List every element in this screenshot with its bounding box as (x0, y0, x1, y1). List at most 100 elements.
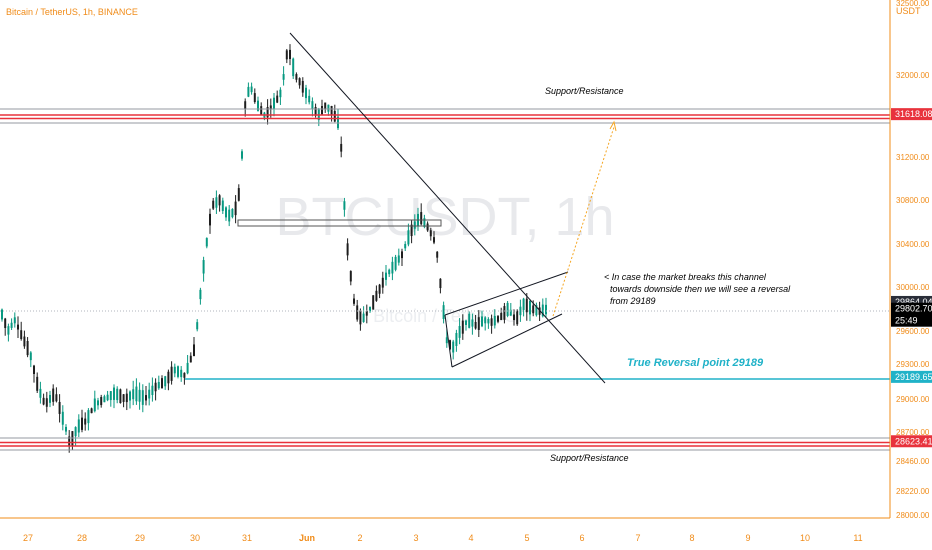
candle-body (77, 419, 80, 433)
candle-body (369, 306, 371, 312)
candle-body (71, 431, 74, 447)
candle-body (148, 389, 151, 399)
candle-body (266, 107, 269, 118)
time-tick-label: 6 (579, 533, 584, 543)
high-tag-value: 29864.04 (895, 297, 932, 307)
candle-body (388, 269, 391, 275)
candle-body (337, 116, 339, 129)
candle-body (17, 324, 19, 330)
price-tick-label: 28700.00 (896, 428, 930, 437)
candle-body (433, 237, 435, 243)
candle-body (292, 58, 295, 77)
candle-body (365, 311, 368, 316)
price-tick-label: 32000.00 (896, 71, 930, 80)
candle-body (145, 395, 147, 401)
candle-body (525, 298, 528, 313)
support-tag-value: 28623.41 (895, 436, 932, 446)
candle-body (333, 110, 336, 122)
candle-body (1, 309, 3, 320)
candle-body (340, 143, 343, 152)
candle-body (481, 316, 483, 327)
candle-body (349, 271, 352, 282)
candle-body (129, 391, 131, 401)
candle-body (324, 102, 327, 110)
candle-body (65, 426, 67, 432)
candle-body (45, 398, 48, 407)
price-tick-label: 30800.00 (896, 196, 930, 205)
candle-body (279, 89, 282, 98)
candle-body (468, 313, 471, 328)
candle-body (346, 243, 349, 256)
candle-body (218, 195, 221, 206)
candle-body (93, 398, 96, 412)
plot-area[interactable] (0, 0, 890, 518)
candle-body (58, 401, 61, 414)
analysis-note: < In case the market breaks this channel… (604, 272, 791, 306)
time-tick-label: 30 (190, 533, 200, 543)
time-tick-label: 3 (413, 533, 418, 543)
support-tag: 28623.41 (891, 435, 932, 448)
candle-body (244, 101, 247, 109)
candle-body (314, 107, 317, 116)
resistance-zone (0, 108, 890, 124)
candle-body (237, 188, 240, 201)
candle-body (305, 87, 307, 99)
time-tick-label: 10 (800, 533, 810, 543)
candle-body (298, 78, 301, 86)
candle-body (497, 316, 499, 322)
candle-body (426, 223, 429, 231)
note-line-1: < In case the market breaks this channel (604, 272, 767, 282)
candle-body (353, 298, 355, 304)
support-resistance-label-bottom: Support/Resistance (550, 453, 629, 463)
candle-body (7, 326, 10, 335)
candle-body (541, 304, 544, 317)
candle-body (141, 390, 144, 405)
candle-body (125, 393, 128, 403)
candle-body (196, 322, 199, 330)
candle-body (122, 394, 125, 402)
candle-body (193, 344, 195, 357)
symbol-header[interactable]: Bitcain / TetherUS, 1h, BINANCE (6, 7, 138, 17)
candle-body (87, 410, 90, 424)
candle-body (49, 394, 51, 403)
candle-body (100, 397, 103, 406)
projection-line (552, 126, 615, 317)
candle-body (167, 371, 170, 384)
time-tick-label: 8 (689, 533, 694, 543)
candle-body (385, 272, 387, 280)
candle-body (84, 418, 87, 425)
time-tick-label: 7 (635, 533, 640, 543)
candle-body (484, 317, 487, 324)
candle-body (257, 100, 259, 111)
candle-body (372, 295, 375, 310)
candle-body (61, 411, 64, 425)
time-axis[interactable]: 27 28 29 30 31 Jun 2 3 4 5 6 7 8 9 10 11 (23, 533, 863, 543)
price-tick-label: 29300.00 (896, 360, 930, 369)
price-tick-label: 30400.00 (896, 240, 930, 249)
price-axis[interactable]: 32500.0032000.0031600.0031200.0030800.00… (896, 0, 930, 520)
candle-body (135, 386, 138, 402)
price-tick-label: 28000.00 (896, 511, 930, 520)
candle-body (449, 340, 451, 350)
candle-body (321, 106, 323, 115)
candle-body (500, 312, 503, 321)
candle-body (151, 385, 154, 396)
reversal-tag-value: 29189.65 (895, 372, 932, 382)
candle-body (397, 255, 400, 263)
currency-label: USDT (896, 6, 921, 16)
candle-body (295, 74, 298, 80)
candlestick-series (1, 44, 547, 453)
candle-body (311, 101, 314, 110)
candle-body (490, 318, 493, 326)
candle-body (493, 315, 496, 326)
candle-body (461, 320, 464, 334)
last-price-tag: 29802.70 25:49 (891, 302, 932, 327)
candle-body (413, 221, 416, 229)
time-tick-label: 4 (468, 533, 473, 543)
candle-body (545, 304, 547, 315)
candle-body (503, 306, 506, 320)
candle-body (269, 105, 272, 110)
candle-body (458, 326, 461, 338)
candle-body (138, 389, 141, 402)
